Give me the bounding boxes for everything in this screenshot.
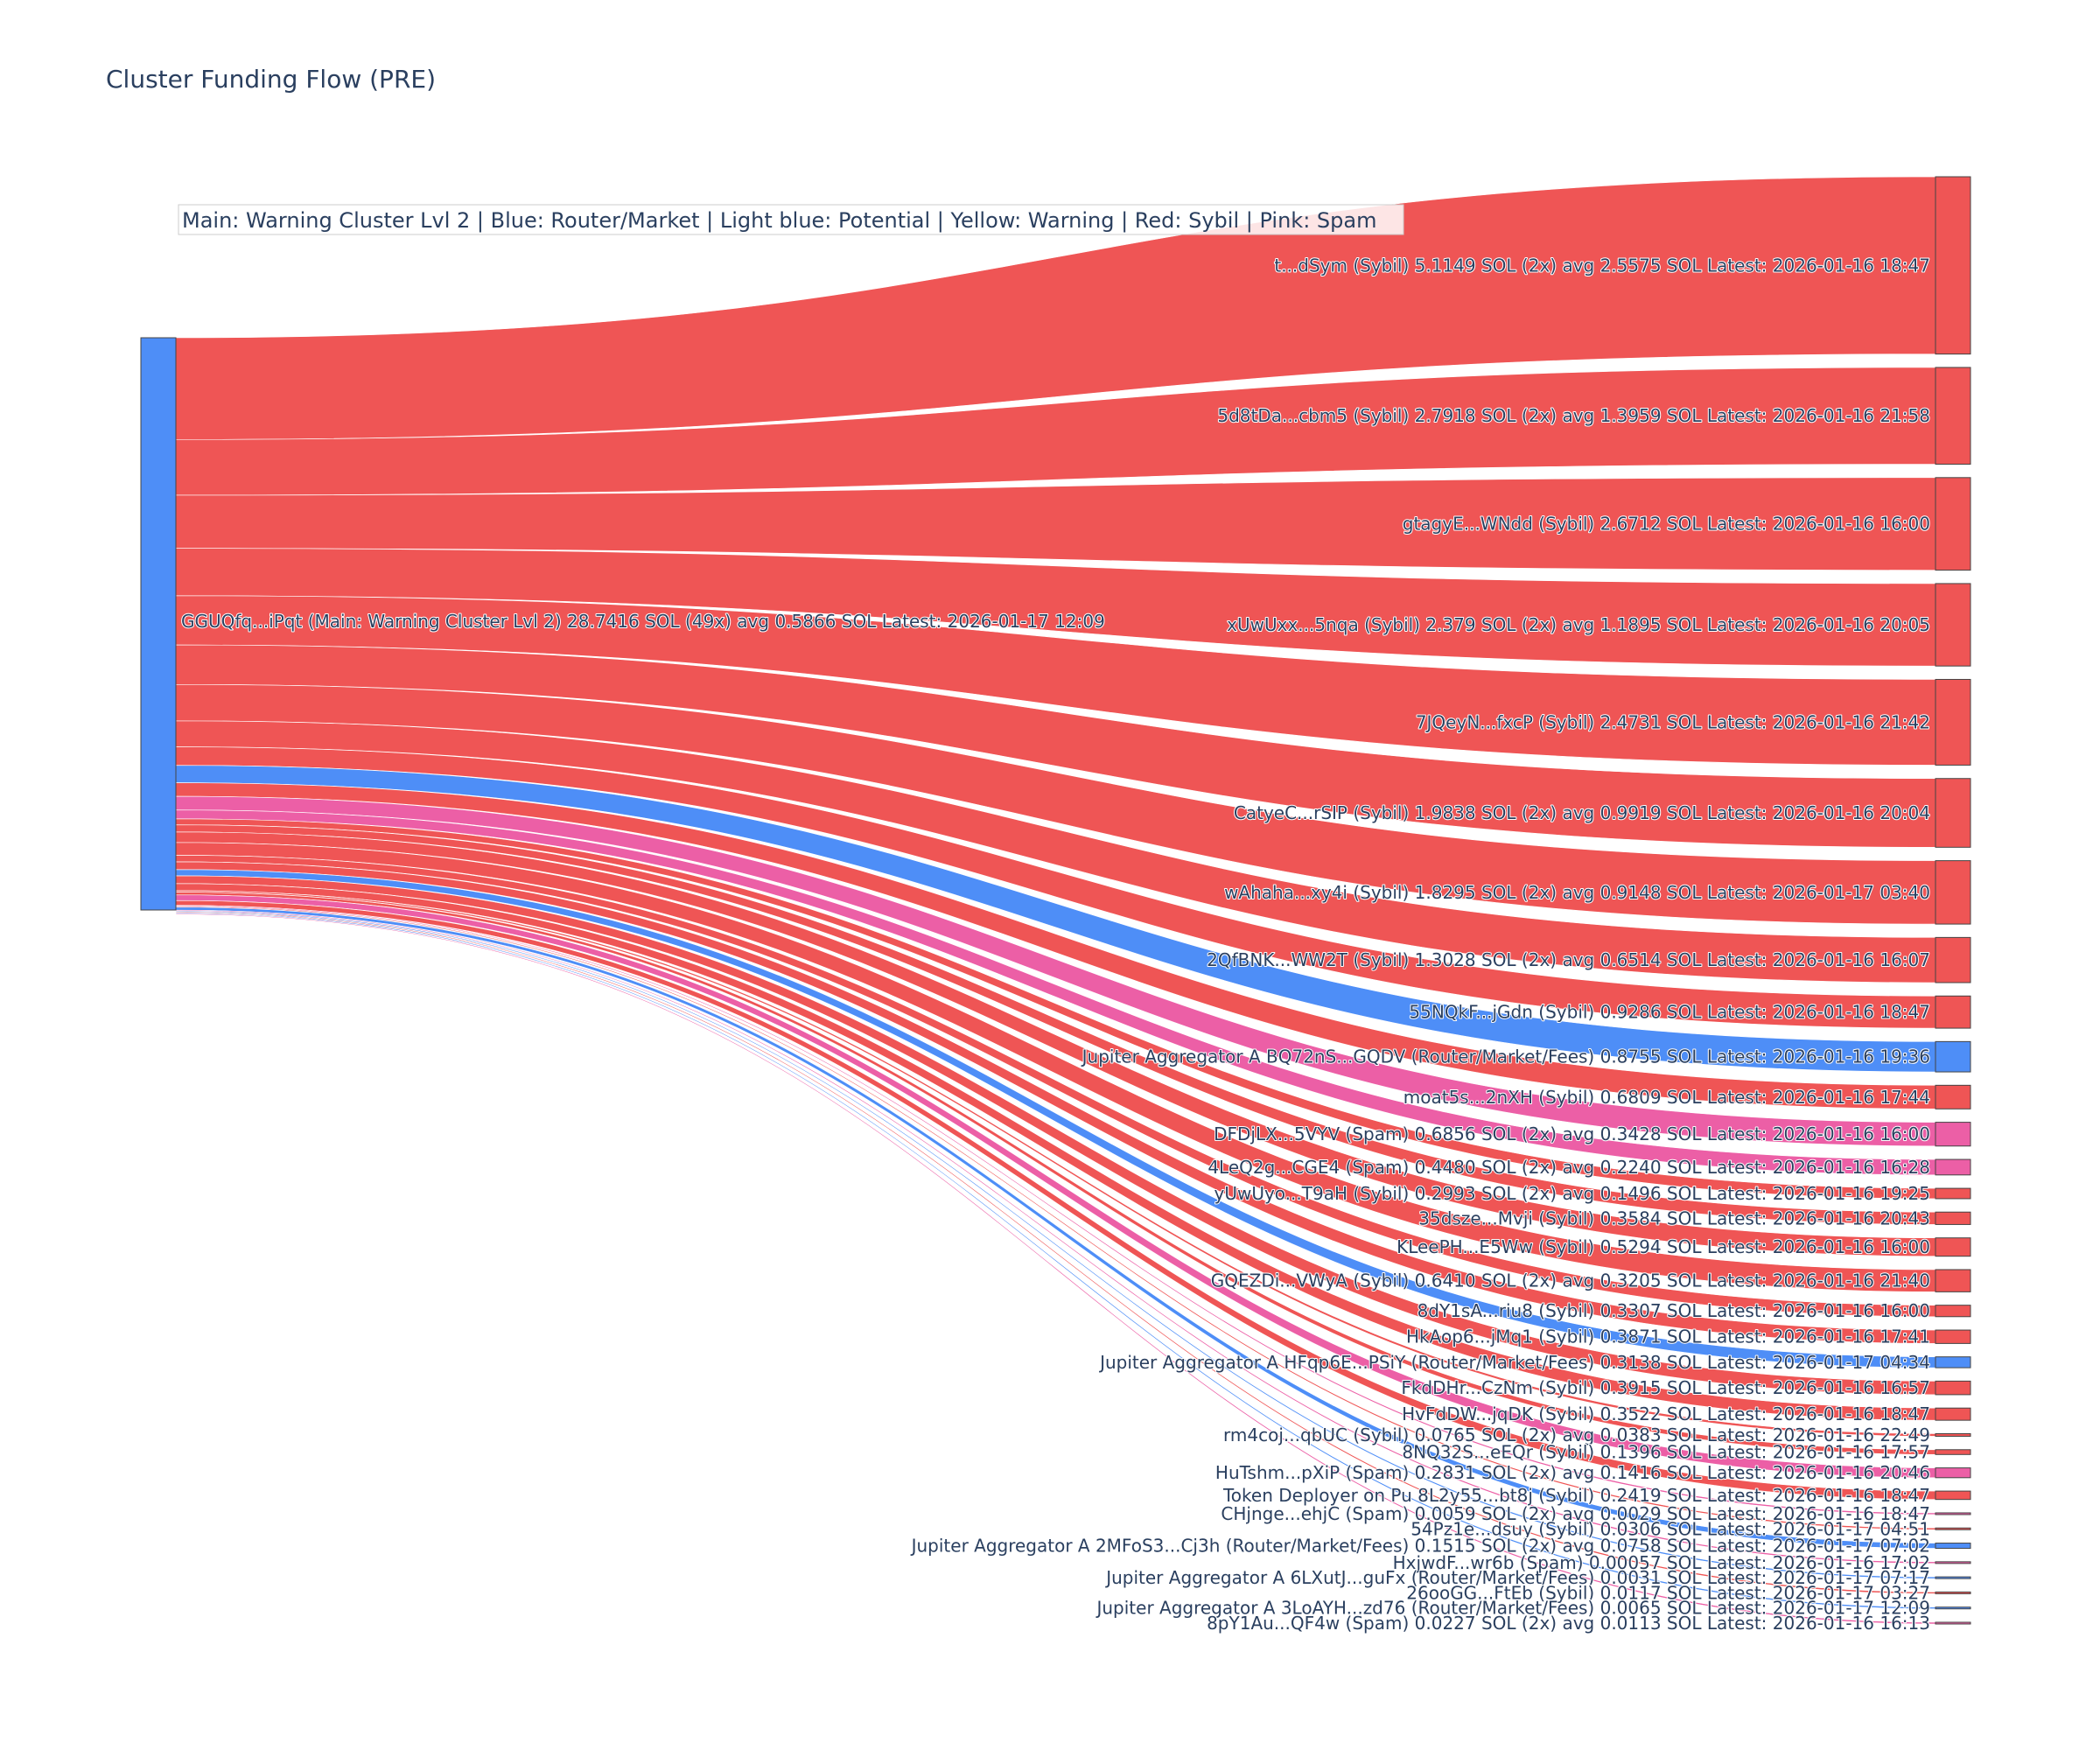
target-node-label: gtagyE...WNdd (Sybil) 2.6712 SOL Latest:… [1403,514,1930,535]
target-node-label: yUwUyo...T9aH (Sybil) 0.2993 SOL (2x) av… [1214,1183,1930,1204]
target-node [1935,1380,1971,1396]
target-node-label: 35dsze...Mvji (Sybil) 0.3584 SOL Latest:… [1418,1208,1930,1228]
target-node-label: xUwUxx...5nqa (Sybil) 2.379 SOL (2x) avg… [1227,614,1930,635]
sankey-link [175,595,1936,766]
target-node [1935,1237,1971,1257]
target-node [1935,367,1971,466]
chart-title: Cluster Funding Flow (PRE) [106,65,436,94]
target-node-label: t...dSym (Sybil) 5.1149 SOL (2x) avg 2.5… [1274,255,1930,276]
target-node-label: Jupiter Aggregator A 2MFoS3...Cj3h (Rout… [910,1536,1930,1557]
sankey-labels: t...dSym (Sybil) 5.1149 SOL (2x) avg 2.5… [180,254,1931,1634]
legend: Main: Warning Cluster Lvl 2 | Blue: Rout… [178,204,1404,235]
target-node [1935,1576,1971,1579]
target-node-label: 7JQeyN...fxcP (Sybil) 2.4731 SOL Latest:… [1416,711,1930,732]
target-node [1935,477,1971,571]
legend-box [178,204,1404,235]
target-node [1935,583,1971,667]
target-node [1935,1606,1971,1610]
target-node [1935,1084,1971,1110]
target-node-label: Jupiter Aggregator A HFqp6E...PSiY (Rout… [1098,1352,1930,1373]
target-node [1935,1356,1971,1368]
target-node-label: Jupiter Aggregator A 6LXutJ...guFx (Rout… [1104,1567,1930,1588]
target-node [1935,936,1971,984]
target-node-label: 8dY1sA...riu8 (Sybil) 0.3307 SOL Latest:… [1418,1300,1930,1321]
target-node [1935,1591,1971,1594]
target-node-label: DFDjLX...5VYV (Spam) 0.6856 SOL (2x) avg… [1214,1124,1930,1144]
sankey-nodes [140,176,1971,1625]
target-node-label: 26ooGG...FtEb (Sybil) 0.0117 SOL Latest:… [1406,1582,1930,1603]
target-node [1935,1449,1971,1455]
target-node-label: 54Pz1e...dsuy (Sybil) 0.0306 SOL Latest:… [1410,1518,1930,1539]
target-node-label: 55NQkF...jGdn (Sybil) 0.9286 SOL Latest:… [1409,1002,1930,1023]
target-node [1935,1187,1971,1200]
target-node-label: CHjnge...ehjC (Spam) 0.0059 SOL (2x) avg… [1221,1503,1930,1524]
target-node-label: 8pY1Au...QF4w (Spam) 0.0227 SOL (2x) avg… [1207,1613,1930,1634]
source-node [140,337,177,911]
target-node-label: FkdDHr...CzNm (Sybil) 0.3915 SOL Latest:… [1401,1377,1930,1398]
target-node-label: HvFdDW...jqDK (Sybil) 0.3522 SOL Latest:… [1402,1404,1930,1424]
sankey-links [175,176,1936,1625]
target-node [1935,1561,1971,1564]
target-node [1935,1490,1971,1501]
target-node [1935,995,1971,1029]
target-node [1935,1432,1971,1437]
target-node-label: GQEZDi...VWyA (Sybil) 0.6410 SOL (2x) av… [1211,1270,1930,1292]
target-node-label: rm4coj...qbUC (Sybil) 0.0765 SOL (2x) av… [1223,1424,1930,1446]
target-node [1935,678,1971,766]
target-node-label: HkAop6...jMq1 (Sybil) 0.3871 SOL Latest:… [1406,1326,1930,1348]
target-node [1935,1122,1971,1147]
target-node [1935,1527,1971,1530]
target-node [1935,1329,1971,1344]
target-node-label: CatyeC...rSIP (Sybil) 1.9838 SOL (2x) av… [1234,802,1930,823]
target-node-label: Token Deployer on Pu 8L2y55...bt8j (Sybi… [1222,1485,1930,1506]
target-node [1935,1269,1971,1292]
target-node-label: Jupiter Aggregator A 3LoAYH...zd76 (Rout… [1095,1598,1930,1619]
target-node [1935,1040,1971,1073]
target-node-label: Jupiter Aggregator A BQ72nS...GQDV (Rout… [1081,1046,1930,1068]
target-node-label: 4LeQ2g...CGE4 (Spam) 0.4480 SOL (2x) avg… [1208,1157,1930,1178]
target-node [1935,778,1971,848]
target-node-label: 2QfBNK...WW2T (Sybil) 1.3028 SOL (2x) av… [1207,949,1930,970]
target-node [1935,860,1971,925]
target-node-label: KLeePH...E5Ww (Sybil) 0.5294 SOL Latest:… [1396,1236,1930,1257]
target-node [1935,1158,1971,1176]
target-node-label: 5d8tDa...cbm5 (Sybil) 2.7918 SOL (2x) av… [1217,405,1930,426]
target-node-label: 8NQ32S...eEQr (Sybil) 0.1396 SOL Latest:… [1402,1442,1930,1463]
target-node-label: moat5s...2nXH (Sybil) 0.6809 SOL Latest:… [1404,1087,1930,1108]
target-node [1935,1543,1971,1550]
sankey-link [175,746,1936,1029]
target-node [1935,1211,1971,1225]
target-node [1935,1467,1971,1479]
target-node [1935,1407,1971,1421]
target-node [1935,176,1971,355]
target-node [1935,1621,1971,1625]
source-node-label: GGUQfq...iPqt (Main: Warning Cluster Lvl… [181,611,1105,632]
sankey-link [175,842,1936,1292]
target-node-label: HxjwdF...wr6b (Spam) 0.00057 SOL Latest:… [1393,1552,1930,1573]
target-node-label: wAhaha...xy4i (Sybil) 1.8295 SOL (2x) av… [1224,882,1930,903]
legend-text: Main: Warning Cluster Lvl 2 | Blue: Rout… [182,208,1376,233]
target-node-label: HuTshm...pXiP (Spam) 0.2831 SOL (2x) avg… [1215,1462,1930,1483]
target-node [1935,1512,1971,1516]
target-node [1935,1305,1971,1318]
